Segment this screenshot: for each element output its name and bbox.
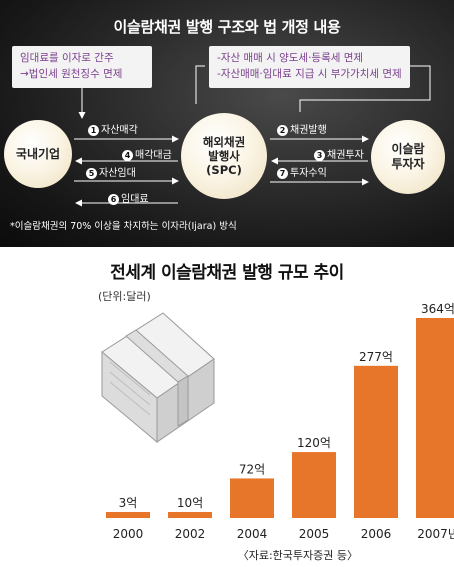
bar-2002	[168, 512, 212, 518]
flow-text-6: 임대료	[121, 194, 149, 205]
flow-label-5: 5 자산임대	[86, 164, 136, 179]
tax-note-left: 임대료를 이자로 간주 →법인세 원천징수 면제	[12, 46, 152, 88]
investor-line-1: 이슬람	[391, 142, 425, 156]
islamic-investor-node: 이슬람 투자자	[371, 120, 445, 194]
money-bundle-illustration	[101, 312, 215, 444]
flow-number-5: 5	[86, 168, 97, 179]
x-tick-2002: 2002	[175, 527, 206, 541]
flow-number-7: 7	[277, 168, 288, 179]
value-label-2007년: 364억	[421, 302, 454, 316]
bar-2006	[354, 365, 398, 518]
bar-2007년	[416, 318, 454, 518]
value-label-2006: 277억	[359, 350, 393, 364]
x-tick-2000: 2000	[113, 527, 144, 541]
bars-group	[106, 318, 454, 518]
flow-number-1: 1	[88, 125, 99, 136]
spc-line-2: 발행사	[208, 149, 240, 163]
value-label-2000: 3억	[119, 496, 138, 510]
flow-text-5: 자산임대	[99, 168, 136, 179]
chart-unit: (단위:달러)	[98, 290, 151, 303]
x-tick-2007년: 2007년	[417, 527, 454, 541]
note-left-line-2: →법인세 원천징수 면제	[20, 68, 123, 80]
chart-title: 전세계 이슬람채권 발행 규모 추이	[110, 263, 344, 283]
x-tick-labels-group: 2000 2002 2004 2005 2006 2007년	[113, 527, 454, 541]
note-left-line-1: 임대료를 이자로 간주	[20, 52, 114, 64]
flow-number-6: 6	[108, 194, 119, 205]
x-tick-2004: 2004	[237, 527, 268, 541]
note-right-line-2: -자산매매·임대료 지급 시 부가가치세 면제	[217, 68, 402, 80]
spc-line-3: (SPC)	[206, 163, 242, 177]
structure-panel: 이슬람채권 발행 구조와 법 개정 내용 임대료를 이자로 간주 →법인세 원천…	[0, 0, 454, 247]
flow-text-4: 매각대금	[135, 150, 172, 161]
note-right-connector	[299, 65, 431, 112]
investor-label: 이슬람 투자자	[391, 142, 424, 172]
footnote: *이슬람채권의 70% 이상을 차지하는 이자라(Ijara) 방식	[10, 221, 237, 232]
value-label-2005: 120억	[297, 436, 331, 450]
flow-label-6: 6 임대료	[108, 190, 149, 205]
value-label-2002: 10억	[177, 496, 203, 510]
flow-number-3: 3	[314, 150, 325, 161]
flow-label-2: 2 채권발행	[277, 121, 327, 136]
domestic-company-node: 국내기업	[4, 120, 72, 188]
value-label-2004: 72억	[239, 462, 265, 476]
flow-text-3: 채권투자	[327, 150, 364, 161]
flow-arrows	[74, 65, 431, 207]
x-tick-2005: 2005	[299, 527, 330, 541]
spc-line-1: 해외채권	[202, 135, 246, 149]
flow-text-7: 투자수익	[290, 168, 327, 179]
bar-2000	[106, 512, 150, 518]
tax-note-right: -자산 매매 시 양도세·등록세 면제 -자산매매·임대료 지급 시 부가가치세…	[209, 46, 410, 88]
flow-text-2: 채권발행	[290, 125, 327, 136]
domestic-company-label: 국내기업	[15, 146, 61, 161]
note-right-line-1: -자산 매매 시 양도세·등록세 면제	[217, 52, 364, 64]
flow-label-1: 1 자산매각	[88, 121, 138, 136]
chart-source: 〈자료:한국투자증권 등〉	[237, 549, 358, 562]
flow-label-3: 3 채권투자	[314, 146, 364, 161]
structure-title: 이슬람채권 발행 구조와 법 개정 내용	[113, 18, 341, 36]
flow-label-4: 4 매각대금	[122, 146, 172, 161]
flow-number-4: 4	[122, 150, 133, 161]
bar-2004	[230, 478, 274, 518]
flow-label-7: 7 투자수익	[277, 164, 327, 179]
value-labels-group: 3억 10억 72억 120억 277억 364억	[119, 302, 454, 510]
spc-node: 해외채권 발행사 (SPC)	[181, 113, 267, 199]
flow-text-1: 자산매각	[101, 125, 138, 136]
flow-number-2: 2	[277, 125, 288, 136]
x-tick-2006: 2006	[361, 527, 392, 541]
investor-line-2: 투자자	[391, 157, 425, 171]
note-right-connector-2	[195, 65, 205, 104]
bar-2005	[292, 452, 336, 518]
